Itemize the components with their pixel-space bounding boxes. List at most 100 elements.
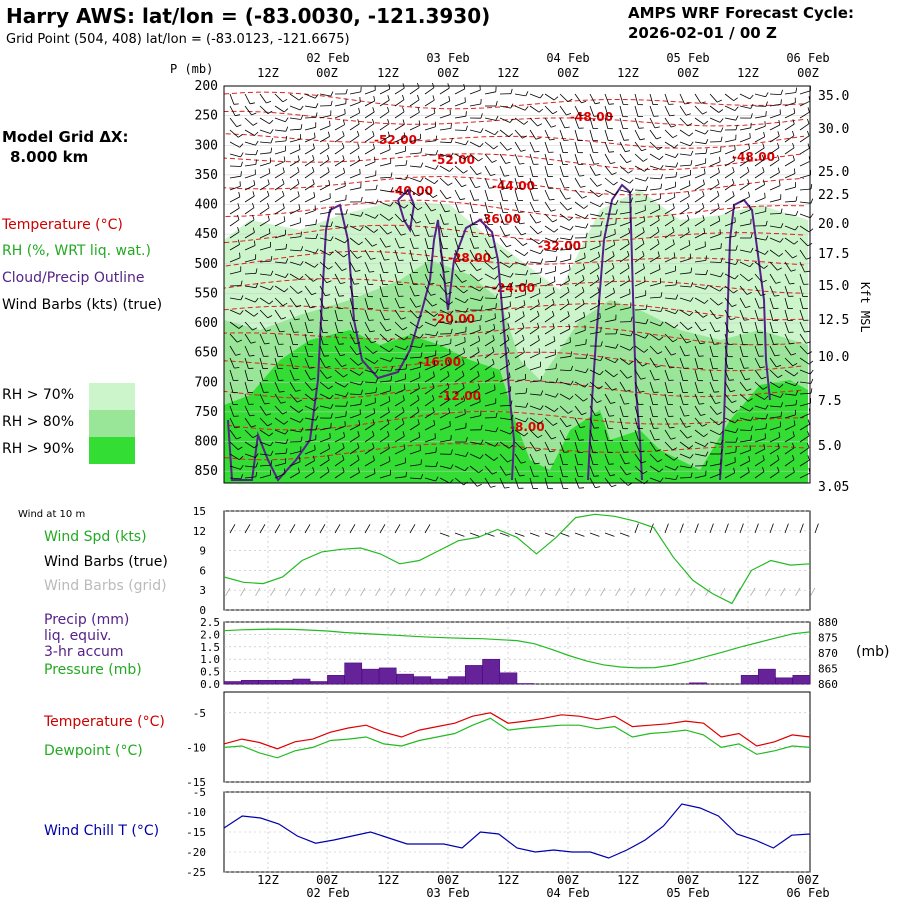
- wind-barb-flag: [792, 454, 795, 460]
- wind-barb: [529, 249, 541, 255]
- wind-barb: [754, 428, 766, 431]
- wind-barb-flag: [689, 312, 694, 316]
- wind-barb-flag: [327, 131, 330, 137]
- wind-barb-flag: [585, 232, 588, 238]
- wind-barb-flag: [507, 346, 510, 352]
- wind-barb-flag: [478, 277, 483, 282]
- wind-barb: [784, 135, 795, 143]
- wind-barb: [604, 453, 610, 465]
- wind-barb-flag: [643, 348, 649, 353]
- wind-barb: [694, 417, 703, 427]
- wind-barb: [454, 177, 463, 187]
- wind-barb-flag: [719, 156, 721, 162]
- wind-barb: [574, 316, 585, 323]
- wind-barb: [319, 393, 331, 400]
- wind-barb-flag: [687, 326, 693, 330]
- wind-barb: [754, 369, 762, 380]
- wind-barb-flag: [369, 271, 375, 273]
- wind-barb: [634, 231, 645, 239]
- wind-barb: [709, 321, 716, 332]
- wind-barb-flag: [267, 179, 270, 185]
- wind-barb: [274, 248, 286, 251]
- wind-barb: [334, 321, 339, 333]
- wind-barb: [799, 174, 811, 179]
- wind-barb-flag: [642, 250, 645, 256]
- wind-barb-flag: [765, 413, 768, 419]
- wind-barb: [514, 129, 523, 139]
- wind-barb: [319, 285, 326, 296]
- wind-barb: [589, 177, 598, 187]
- wind-barb: [634, 189, 647, 192]
- wind-barb-flag: [549, 138, 555, 141]
- wind-barb-flag: [778, 432, 781, 438]
- wind-barb-flag: [763, 265, 768, 269]
- wind-barb-flag: [270, 138, 274, 144]
- precip-ytick: 2.5: [200, 616, 220, 629]
- wind-barb: [514, 392, 527, 395]
- wind-barb-flag: [297, 166, 300, 172]
- precip-ytick: 0.0: [200, 678, 220, 691]
- wind-barb: [544, 177, 549, 189]
- wind-barb: [424, 438, 436, 443]
- wind-barb-flag: [267, 315, 273, 319]
- wind-barb-flag: [448, 96, 451, 102]
- wind-barb: [574, 465, 579, 477]
- wind-barb: [529, 465, 534, 477]
- wind-barb: [454, 189, 461, 200]
- wind-barb-flag: [598, 385, 603, 390]
- wind-barb: [304, 105, 316, 109]
- wind-barb-grid: [600, 587, 606, 596]
- wind-barb: [229, 405, 235, 417]
- wind-barb: [574, 257, 586, 263]
- wind-barb: [394, 189, 406, 195]
- wind-barb: [514, 315, 525, 323]
- wind-barb: [664, 465, 676, 471]
- wind-barb: [634, 105, 639, 117]
- wind-barb-flag: [374, 214, 379, 219]
- wind-barb: [799, 472, 811, 479]
- wind-barb: [634, 255, 645, 263]
- wind-barb: [349, 187, 361, 191]
- wind-barb: [769, 309, 774, 321]
- wind-barb: [604, 141, 610, 153]
- wind-barb-flag: [449, 310, 454, 315]
- wind-barb-flag: [567, 275, 570, 281]
- wind-barb: [619, 429, 624, 441]
- wind-barb: [739, 449, 751, 455]
- wind-barb: [484, 153, 493, 163]
- wind-barb: [694, 321, 702, 332]
- wind-barb: [349, 435, 360, 443]
- wind-barb: [469, 363, 480, 371]
- wind-barb: [289, 405, 300, 413]
- wind-barb-flag: [420, 162, 424, 168]
- wind-barb: [754, 184, 765, 191]
- wind-barb: [409, 436, 420, 443]
- wind-barb-flag: [372, 350, 378, 354]
- wind-barb-flag: [790, 269, 796, 272]
- wind-barb: [334, 135, 345, 143]
- wind-barb: [259, 357, 264, 369]
- wind-barb: [274, 261, 286, 264]
- wind-barb-flag: [523, 360, 526, 366]
- wind-barb: [274, 195, 285, 203]
- wind-barb: [559, 117, 566, 129]
- wind-barb: [679, 117, 688, 127]
- wind-barb-flag: [775, 281, 781, 284]
- wind-barb-flag: [777, 142, 780, 148]
- wind-barb: [424, 99, 435, 107]
- wind-barb-flag: [311, 387, 317, 391]
- wind-barb: [484, 177, 490, 189]
- wind-barb-flag: [555, 246, 559, 252]
- wind-barb: [349, 393, 362, 395]
- wind-barb-flag: [341, 142, 345, 148]
- wind-barb-flag: [735, 260, 739, 265]
- wind-barb-flag: [252, 202, 255, 208]
- wind-barb-flag: [493, 323, 496, 329]
- wind-barb-flag: [345, 401, 348, 407]
- wind-barb-flag: [414, 234, 420, 237]
- wind-barb: [244, 297, 256, 303]
- wind-barb: [739, 273, 749, 282]
- wind-barb-flag: [387, 95, 390, 101]
- wind-barb-flag: [540, 258, 544, 264]
- wind-barb-grid: [570, 587, 576, 596]
